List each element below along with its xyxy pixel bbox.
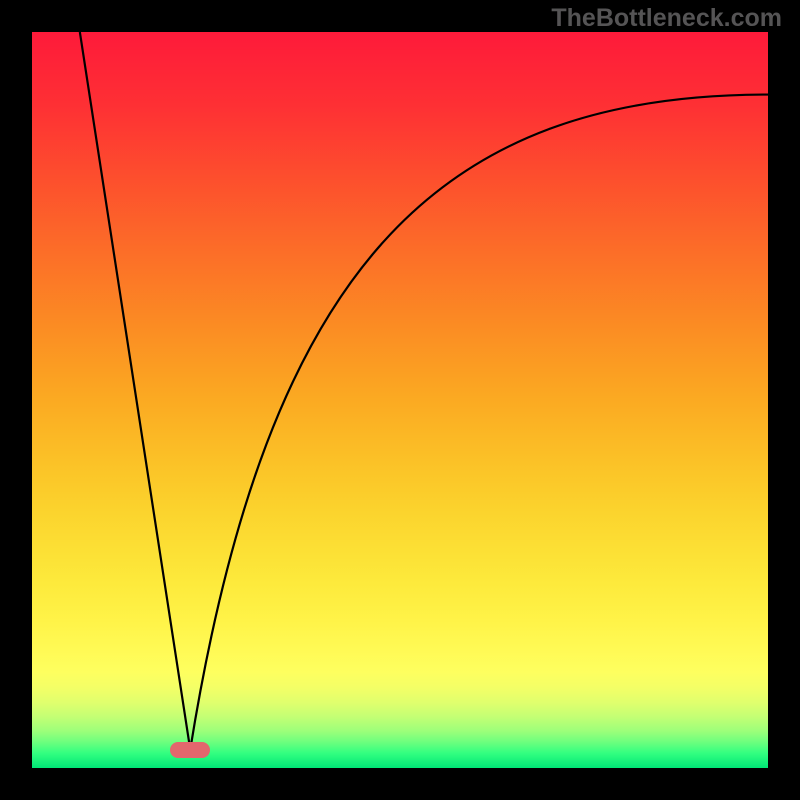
watermark-text: TheBottleneck.com: [551, 4, 782, 33]
gradient-background: [32, 32, 768, 768]
chart-svg: [32, 32, 768, 768]
plot-area: [32, 32, 768, 768]
chart-frame: TheBottleneck.com: [0, 0, 800, 800]
optimum-marker: [170, 742, 210, 758]
